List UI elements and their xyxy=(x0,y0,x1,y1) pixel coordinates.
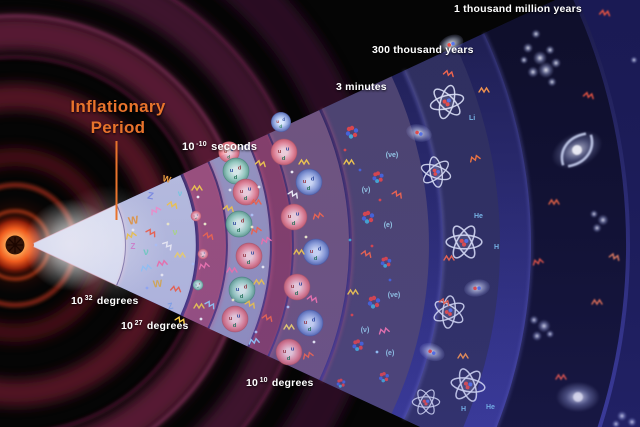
inflation-line1: Inflationary xyxy=(70,97,166,116)
w-boson-icon: W xyxy=(161,173,172,185)
temp-unit: degrees xyxy=(271,377,314,389)
temp-base: 10 xyxy=(71,295,84,307)
label-temp-10-32-degrees: 10 32 degrees xyxy=(71,295,139,307)
time-base: 10 xyxy=(182,141,195,153)
temp-unit: degrees xyxy=(146,320,189,332)
temp-exponent: 32 xyxy=(84,295,93,302)
label-time-300-thousand-years: 300 thousand years xyxy=(372,44,474,56)
label-time-3-minutes: 3 minutes xyxy=(336,81,387,93)
temp-base: 10 xyxy=(121,320,134,332)
cone-edge-highlight xyxy=(33,203,118,287)
inflation-line2: Period xyxy=(90,118,146,137)
label-temp-10-27-degrees: 10 27 degrees xyxy=(121,320,189,332)
temp-exponent: 27 xyxy=(134,320,143,327)
cone-blue-sheen xyxy=(33,0,640,427)
label-time-10-minus-10-seconds: 10 -10 seconds xyxy=(182,141,257,153)
label-inflationary-period: Inflationary Period xyxy=(40,96,196,138)
temp-exponent: 10 xyxy=(259,377,268,384)
temp-base: 10 xyxy=(246,377,259,389)
time-unit: seconds xyxy=(211,141,258,153)
singularity-starburst-icon xyxy=(7,237,23,253)
label-time-1-thousand-million-years: 1 thousand million years xyxy=(454,3,582,15)
temp-unit: degrees xyxy=(96,295,139,307)
time-exponent: -10 xyxy=(196,141,207,148)
label-temp-10-10-degrees: 10 10 degrees xyxy=(246,377,314,389)
